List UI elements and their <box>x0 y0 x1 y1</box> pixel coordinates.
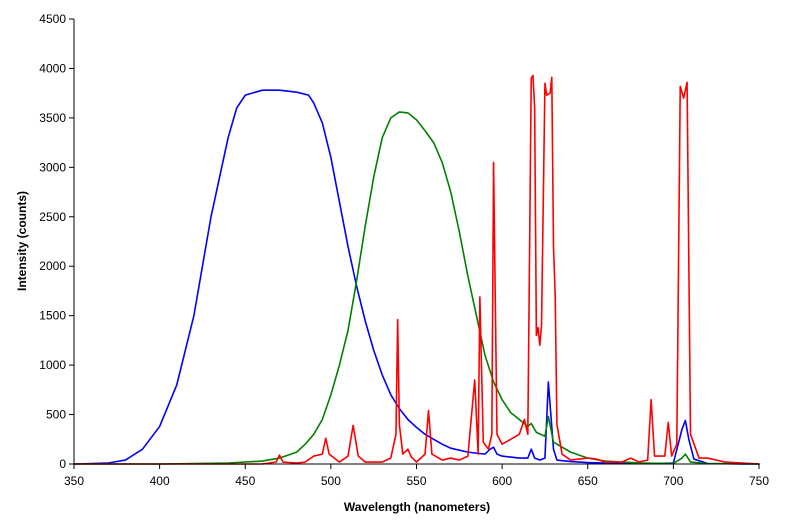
y-axis-title: Intensity (counts) <box>15 191 29 291</box>
plot-area <box>73 74 760 465</box>
series-line-1 <box>73 89 760 465</box>
x-axis: 350 400 450 500 550 600 650 700 750 <box>64 463 769 488</box>
y-axis: 0 500 1000 1500 2000 2500 3000 3500 4000 4500 <box>39 12 75 471</box>
y-tick-label: 2500 <box>39 210 66 224</box>
series-line-3 <box>73 74 760 465</box>
x-tick-label: 450 <box>235 474 255 488</box>
y-tick-label: 3500 <box>39 111 66 125</box>
x-tick-label: 400 <box>150 474 170 488</box>
y-tick-label: 500 <box>46 408 66 422</box>
x-tick-label: 550 <box>406 474 426 488</box>
x-tick-label: 350 <box>64 474 84 488</box>
y-tick-label: 2000 <box>39 259 66 273</box>
y-tick-label: 1500 <box>39 309 66 323</box>
y-tick-label: 4500 <box>39 12 66 26</box>
y-tick-label: 4000 <box>39 61 66 75</box>
x-axis-title: Wavelength (nanometers) <box>344 500 490 514</box>
y-tick-label: 1000 <box>39 358 66 372</box>
series-line-2 <box>73 111 760 465</box>
y-tick-label: 0 <box>59 457 66 471</box>
x-tick-label: 500 <box>321 474 341 488</box>
y-tick-label: 3000 <box>39 160 66 174</box>
x-tick-label: 600 <box>492 474 512 488</box>
x-tick-label: 650 <box>578 474 598 488</box>
x-tick-label: 750 <box>749 474 769 488</box>
x-tick-label: 700 <box>663 474 683 488</box>
